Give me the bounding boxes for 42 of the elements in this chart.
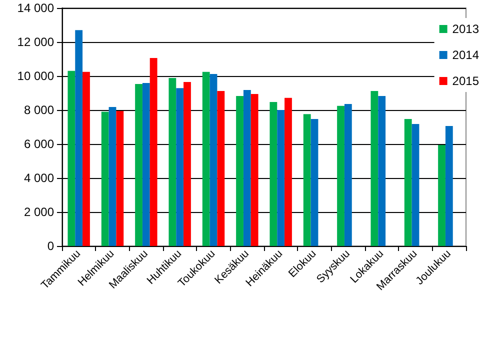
- bar: [176, 88, 184, 246]
- bar: [202, 72, 210, 246]
- bar: [243, 90, 251, 246]
- bar: [250, 94, 258, 246]
- bar: [68, 70, 76, 246]
- bar: [404, 119, 412, 246]
- bar: [210, 74, 218, 246]
- bar: [150, 58, 158, 246]
- bar: [337, 106, 344, 246]
- bar: [75, 30, 83, 246]
- bar: [270, 102, 278, 246]
- bar: [142, 82, 150, 246]
- bar: [101, 112, 109, 246]
- y-tick-label: 0: [47, 239, 54, 253]
- bar: [284, 98, 292, 246]
- y-tick-label: 12 000: [17, 35, 54, 49]
- bar: [82, 72, 90, 246]
- bar: [116, 111, 124, 246]
- bar: [445, 126, 453, 246]
- bar: [370, 90, 378, 246]
- bar: [277, 110, 285, 246]
- y-tick-label: 4 000: [24, 171, 54, 185]
- bar: [378, 96, 386, 246]
- y-tick-label: 10 000: [17, 69, 54, 83]
- bar: [412, 124, 420, 246]
- bar: [184, 82, 191, 246]
- y-tick-label: 2 000: [24, 205, 54, 219]
- bar: [108, 106, 116, 246]
- y-tick-label: 14 000: [17, 1, 54, 15]
- y-tick-label: 8 000: [24, 103, 54, 117]
- legend-label: 2013: [452, 22, 480, 36]
- y-tick-label: 6 000: [24, 137, 54, 151]
- bar: [236, 96, 244, 246]
- bar: [438, 145, 446, 246]
- legend-label: 2015: [452, 74, 480, 88]
- bar: [217, 90, 225, 246]
- bar: [135, 84, 142, 246]
- legend-label: 2014: [452, 48, 480, 62]
- bar: [303, 114, 311, 246]
- bar: [344, 104, 352, 246]
- bar: [310, 119, 318, 246]
- bar: [168, 78, 176, 246]
